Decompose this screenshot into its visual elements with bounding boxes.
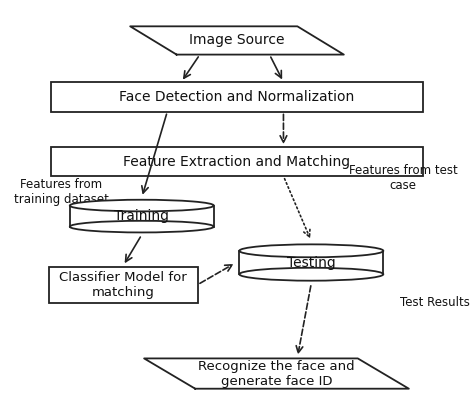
Polygon shape xyxy=(130,26,344,55)
FancyBboxPatch shape xyxy=(51,82,423,112)
Polygon shape xyxy=(70,206,214,227)
Ellipse shape xyxy=(70,221,214,232)
Text: Classifier Model for
matching: Classifier Model for matching xyxy=(59,271,187,299)
Text: Feature Extraction and Matching: Feature Extraction and Matching xyxy=(123,154,351,169)
Text: Training: Training xyxy=(114,209,169,223)
Polygon shape xyxy=(239,251,383,274)
Text: Test Results: Test Results xyxy=(400,296,469,309)
Text: Testing: Testing xyxy=(287,255,336,269)
Text: Image Source: Image Source xyxy=(189,33,285,47)
Text: Features from test
case: Features from test case xyxy=(349,164,457,192)
Ellipse shape xyxy=(239,268,383,281)
Ellipse shape xyxy=(239,244,383,257)
Text: Features from
training dataset: Features from training dataset xyxy=(14,178,109,206)
FancyBboxPatch shape xyxy=(51,147,423,176)
Polygon shape xyxy=(144,358,409,389)
Text: Face Detection and Normalization: Face Detection and Normalization xyxy=(119,90,355,104)
FancyBboxPatch shape xyxy=(49,267,198,303)
Text: Recognize the face and
generate face ID: Recognize the face and generate face ID xyxy=(198,360,355,388)
Ellipse shape xyxy=(70,200,214,211)
